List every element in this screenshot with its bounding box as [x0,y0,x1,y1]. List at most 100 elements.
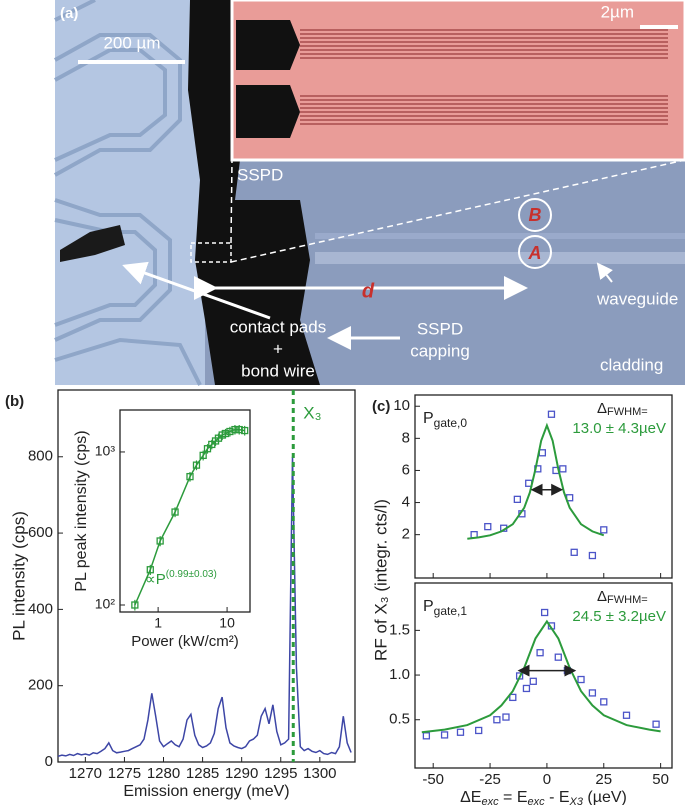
waveguide-arrow [596,262,613,283]
data-point [622,711,631,719]
inset-scale-label: 2µm [601,2,634,21]
annotation-label: X₃ [303,403,321,422]
panel-condition: Pgate,1 [423,598,467,618]
x-label-part: - E [545,789,570,805]
data-point [538,449,547,457]
x-tick-label: 25 [595,771,612,788]
nanowires [300,29,668,125]
capping-label: capping [410,341,470,360]
fwhm-sub: FWHM= [607,594,648,606]
power-law-label: ∝P(0.99±0.03) [145,569,217,588]
scale-label: 200 µm [103,33,160,52]
x-label-sub: exc [481,796,499,805]
zoom-box [190,242,232,263]
y-axis-label: PL peak intensity (cps) [73,430,90,591]
data-point [186,472,194,481]
spectrum-line [57,456,352,758]
y-tick-label: 10 [393,397,410,414]
sspd-contacts [236,20,300,138]
panel-label: (c) [372,398,390,415]
x-axis-label: Emission energy (meV) [123,783,289,800]
data-point [131,601,139,609]
data-point [600,698,608,706]
data-point [493,716,501,724]
y-tick-label: 0.5 [389,711,410,728]
x-tick-label: 1300 [303,765,336,782]
data-point [600,526,608,534]
data-point [241,426,249,435]
data-point [652,720,660,728]
x-label-sub: exc [528,796,546,805]
data-point [570,548,578,556]
data-point [536,649,544,657]
data-point [226,427,234,436]
x-tick-label: -25 [479,771,501,788]
data-point [231,425,239,434]
data-point [540,608,549,617]
data-point [522,684,531,693]
bond-wire-label: bond wire [241,361,315,380]
micrograph: (a) 200 µm 2µm SSPD B A d waveguide cont… [54,0,685,386]
data-point [146,566,154,574]
x-tick-label: 1280 [147,765,180,782]
plot-frame [414,394,673,579]
x-tick-label: 0 [543,771,551,788]
y-tick-label: 1.5 [389,621,410,638]
data-point [192,461,201,469]
y-axis-label: PL intensity (cps) [9,511,28,641]
bond-wire [60,225,125,262]
fwhm-sub: FWHM= [607,406,648,418]
data-point [588,551,597,560]
data-point [577,675,585,684]
y-tick-label: 6 [402,461,410,478]
cladding-strip [315,233,685,239]
y-tick-label: 800 [28,448,53,465]
data-point [203,445,212,453]
y-tick-label: 1.0 [389,666,410,683]
x-tick-label: 1295 [264,765,297,782]
data-point [456,728,465,736]
data-point [513,495,521,503]
y-tick-label: 10³ [95,443,116,459]
panel-condition: Pgate,0 [423,410,467,430]
y-tick-label: 2 [402,526,410,543]
fwhm-heading: ΔFWHM= [597,588,648,606]
data-point [475,726,483,735]
pads-arrow [122,261,271,320]
data-point [422,732,431,740]
data-point [529,677,537,685]
distance-label: d [362,280,375,302]
spot-b-label: B [529,205,542,225]
pad-region [55,0,205,385]
data-point [559,465,567,473]
data-point [221,429,230,438]
fwhm-delta: Δ [597,400,607,417]
fwhm-value: 24.5 ± 3.2µeV [572,608,666,625]
data-point [199,451,207,460]
y-tick-label: 4 [402,494,410,511]
x-tick-label: 1270 [69,765,102,782]
fit-curve [467,422,605,540]
fwhm-delta: Δ [597,588,607,605]
data-point [588,689,597,697]
x-tick-label: 1290 [225,765,258,782]
y-tick-label: 200 [28,677,53,694]
x-tick-label: 1275 [108,765,141,782]
waveguide-strip [315,252,685,264]
x-tick-label: 10 [219,615,235,631]
data-point [502,713,510,721]
label-main: P [423,598,434,615]
plot-frame [57,389,356,763]
fwhm-value: 13.0 ± 4.3µeV [572,420,666,437]
zoom-line [230,159,233,244]
data-point [156,537,164,545]
x-tick-label: 1 [154,615,162,631]
fwhm-heading: ΔFWHM= [597,400,648,418]
x-label-part: = E [499,789,528,805]
data-point [554,653,562,661]
y-axis-label: RF of X₃ (integr. cts/l) [371,499,390,661]
data-point [484,522,492,531]
sspd-label: SSPD [237,165,283,184]
y-tick-label: 10² [95,596,116,612]
